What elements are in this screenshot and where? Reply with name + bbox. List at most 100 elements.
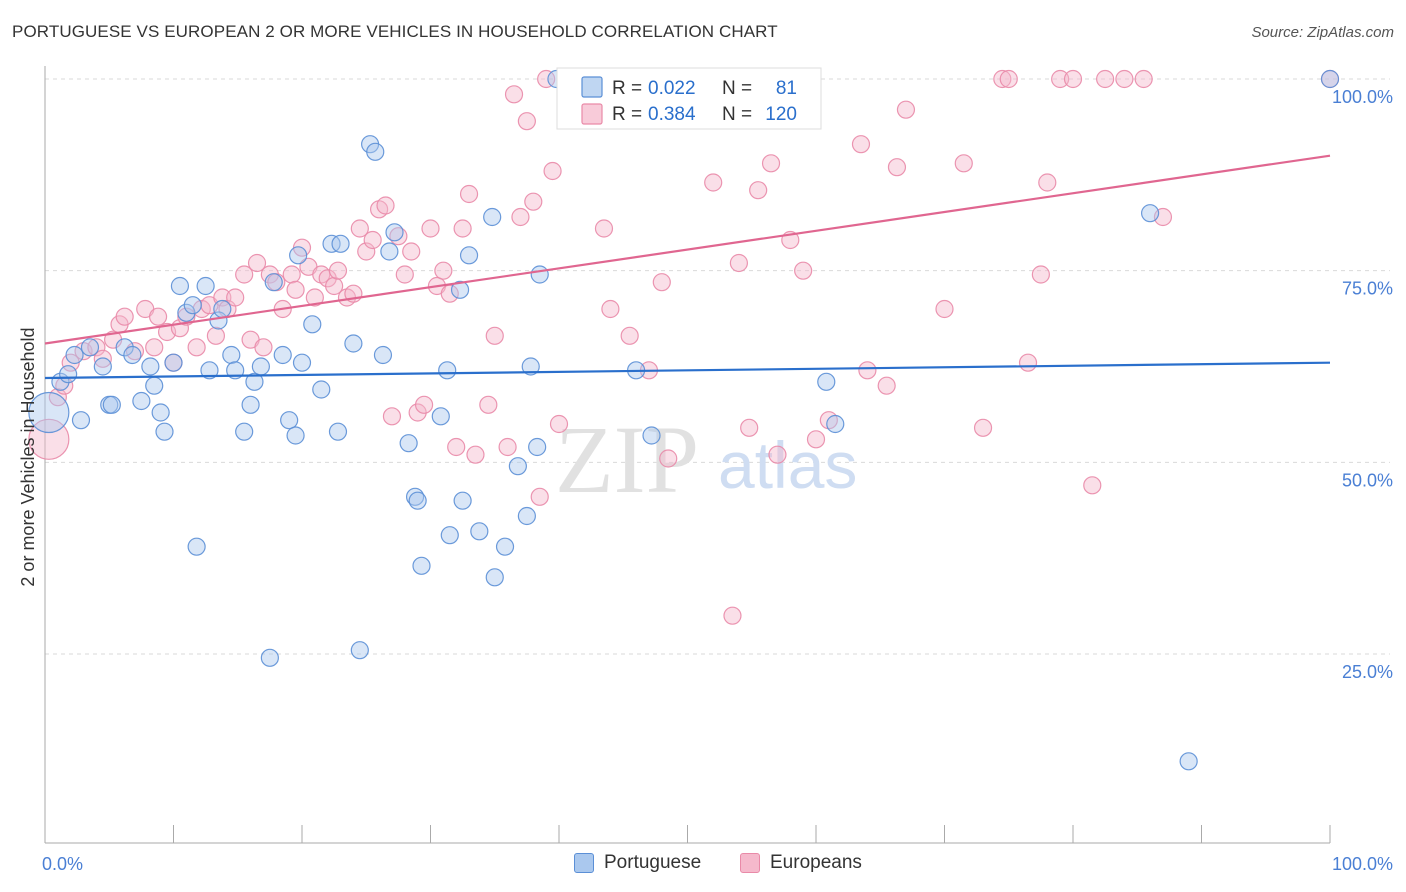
stats-r-value-portuguese: 0.022 <box>648 78 696 99</box>
watermark-atlas: atlas <box>718 428 857 502</box>
portuguese-point <box>187 537 206 556</box>
portuguese-trend-line <box>44 361 1331 380</box>
europeans-point <box>235 265 254 284</box>
stats-r-value-europeans: 0.384 <box>648 104 696 125</box>
portuguese-point <box>450 280 470 299</box>
portuguese-point <box>251 357 270 376</box>
portuguese-point <box>289 246 308 265</box>
europeans-point <box>93 349 112 368</box>
portuguese-point <box>241 395 260 414</box>
europeans-point <box>504 85 524 104</box>
portuguese-point <box>280 411 299 430</box>
portuguese-point <box>132 391 151 411</box>
europeans-point <box>1063 69 1083 89</box>
europeans-point <box>187 338 206 357</box>
portuguese-point <box>1179 752 1198 771</box>
europeans-point <box>511 207 530 227</box>
portuguese-point <box>380 242 399 261</box>
europeans-point <box>543 161 562 181</box>
europeans-point <box>537 69 556 89</box>
europeans-point <box>1038 173 1057 192</box>
europeans-point <box>485 326 504 345</box>
x-tick-label-min: 0.0% <box>42 854 83 874</box>
portuguese-point <box>260 648 279 667</box>
europeans-point <box>954 154 973 173</box>
portuguese-point <box>1140 204 1160 223</box>
europeans-point <box>896 100 916 119</box>
europeans-point <box>87 338 106 357</box>
portuguese-point <box>366 142 385 161</box>
portuguese-point <box>826 414 845 434</box>
europeans-point <box>749 181 768 200</box>
portuguese-point <box>286 426 305 445</box>
portuguese-point <box>145 376 164 395</box>
stats-n-label-portuguese: N = <box>722 78 752 99</box>
trend-lines <box>44 154 1331 380</box>
portuguese-point <box>264 273 283 292</box>
portuguese-point <box>328 422 348 441</box>
portuguese-point <box>459 246 479 265</box>
europeans-point <box>453 219 472 238</box>
europeans-point <box>376 196 395 215</box>
europeans-point <box>973 418 993 437</box>
portuguese-point <box>123 345 142 365</box>
portuguese-point <box>528 437 547 457</box>
portuguese-point <box>303 315 322 334</box>
europeans-point <box>328 261 348 280</box>
europeans-point <box>806 430 826 449</box>
portuguese-point <box>213 299 232 319</box>
europeans-points <box>28 69 1340 625</box>
watermark-zip: ZIP <box>555 406 699 513</box>
legend-item-europeans[interactable]: Europeans <box>740 852 862 874</box>
chart-title: PORTUGUESE VS EUROPEAN 2 OR MORE VEHICLE… <box>12 22 778 41</box>
stats-n-value-europeans: 120 <box>765 104 797 125</box>
legend-item-portuguese[interactable]: Portuguese <box>574 852 701 874</box>
europeans-point <box>206 326 226 345</box>
portuguese-point <box>245 372 264 391</box>
europeans-point <box>877 376 896 395</box>
europeans-point <box>723 606 742 625</box>
europeans-point <box>999 69 1018 89</box>
y-tick-label: 50.0% <box>1342 470 1393 490</box>
portuguese-point <box>151 403 170 422</box>
y-tick-label: 100.0% <box>1332 87 1393 107</box>
europeans-point <box>858 361 877 380</box>
europeans-point <box>652 273 671 292</box>
stats-r-label-europeans: R = <box>612 104 642 125</box>
legend-label-portuguese: Portuguese <box>604 852 702 873</box>
axes <box>44 66 1331 844</box>
portuguese-point <box>80 338 100 357</box>
portuguese-point <box>495 537 515 556</box>
portuguese-point <box>200 361 219 380</box>
europeans-point <box>282 265 301 284</box>
portuguese-point <box>209 311 228 330</box>
portuguese-point <box>164 353 183 372</box>
portuguese-point <box>93 357 112 376</box>
portuguese-point <box>470 522 489 541</box>
europeans-point <box>761 154 781 173</box>
europeans-point <box>115 307 134 326</box>
x-tick-label-max: 100.0% <box>1332 854 1393 874</box>
europeans-point <box>620 326 639 345</box>
watermark: ZIP atlas <box>555 406 857 513</box>
europeans-point <box>794 261 813 280</box>
y-tick-label: 25.0% <box>1342 662 1393 682</box>
europeans-point <box>177 307 196 326</box>
portuguese-point <box>817 372 836 391</box>
europeans-point <box>363 230 382 250</box>
europeans-point <box>479 395 498 414</box>
portuguese-point <box>530 265 549 284</box>
europeans-point <box>659 449 678 468</box>
europeans-point <box>498 437 517 457</box>
europeans-point <box>601 299 620 319</box>
europeans-point <box>447 437 466 457</box>
portuguese-point <box>235 422 254 441</box>
portuguese-point <box>483 207 502 227</box>
portuguese-point <box>642 426 661 445</box>
europeans-point <box>851 135 871 154</box>
europeans-point <box>729 253 749 273</box>
portuguese-point <box>71 411 91 430</box>
portuguese-point <box>350 641 369 660</box>
portuguese-point <box>440 526 459 545</box>
portuguese-point <box>373 345 393 365</box>
